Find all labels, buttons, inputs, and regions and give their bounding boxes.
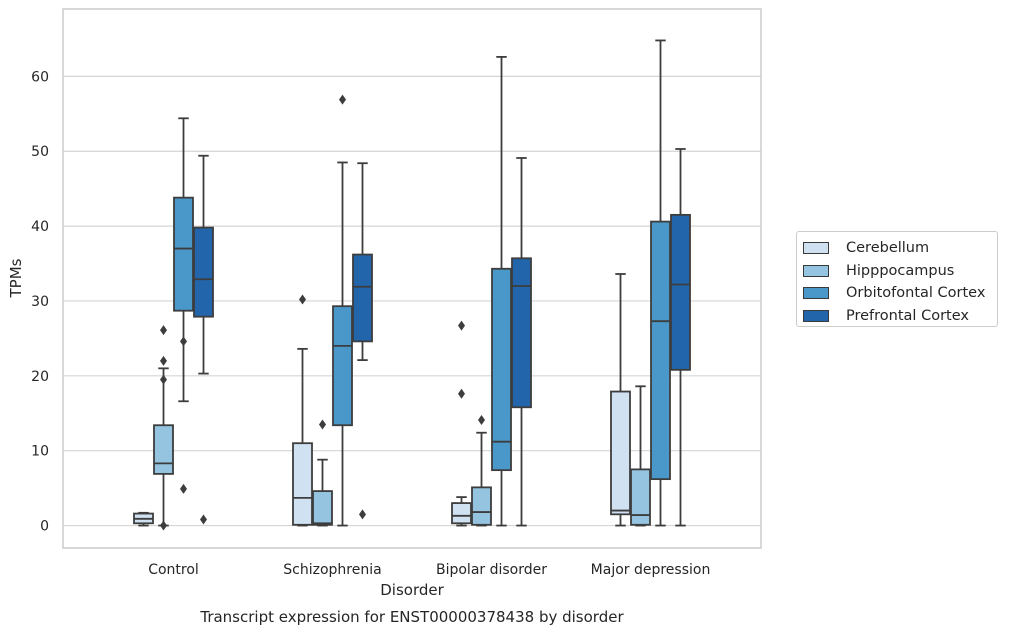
y-tick-label: 30 <box>31 294 49 310</box>
outlier-point <box>160 355 167 366</box>
legend-swatch-prefrontal-cortex <box>803 309 829 322</box>
legend-label: Orbitofontal Cortex <box>846 285 986 302</box>
iqr-box <box>332 305 353 427</box>
outlier-point <box>299 294 306 305</box>
outlier-point <box>478 414 485 425</box>
y-tick-labels: 0 10 20 30 40 50 60 <box>31 69 49 534</box>
iqr-box <box>173 196 194 312</box>
box-orbitofontal-cortex-1 <box>332 94 353 527</box>
legend-swatch-orbitofrontal-cortex <box>803 287 829 300</box>
x-tick-label: Control <box>148 562 199 578</box>
y-tick-label: 40 <box>31 219 49 235</box>
box-hipppocampus-2 <box>471 414 492 527</box>
outlier-point <box>458 320 465 331</box>
box-orbitofontal-cortex-3 <box>650 39 671 527</box>
iqr-box <box>352 253 373 343</box>
iqr-box <box>153 424 174 475</box>
legend-item-prefrontal-cortex: Prefrontal Cortex <box>803 305 997 328</box>
outlier-point <box>339 94 346 105</box>
y-tick-label: 0 <box>40 519 49 535</box>
x-tick-label: Schizophrenia <box>283 562 381 578</box>
legend-swatch-hippocampus <box>803 264 829 277</box>
box-hipppocampus-3 <box>630 385 651 527</box>
y-tick-label: 60 <box>31 69 49 85</box>
box-prefrontal-cortex-3 <box>670 148 691 527</box>
x-tick-labels: Control Schizophrenia Bipolar disorder Majo… <box>148 562 710 578</box>
iqr-box <box>451 502 472 525</box>
x-axis-label: Disorder <box>380 581 444 599</box>
box-hipppocampus-1 <box>312 419 333 527</box>
x-tick-label: Bipolar disorder <box>436 562 547 578</box>
legend-label: Hipppocampus <box>846 262 955 279</box>
box-hipppocampus-0 <box>153 325 174 531</box>
box-orbitofontal-cortex-2 <box>491 56 512 527</box>
box-cerebellum-1 <box>292 294 313 527</box>
outlier-point <box>359 509 366 520</box>
iqr-box <box>630 468 651 526</box>
legend-swatch-cerebellum <box>803 242 829 255</box>
outlier-point <box>180 483 187 494</box>
y-tick-label: 50 <box>31 144 49 160</box>
legend: Cerebellum Hipppocampus Orbitofontal Cor… <box>796 231 998 327</box>
outlier-point <box>160 520 167 531</box>
box-orbitofontal-cortex-0 <box>173 117 194 494</box>
iqr-box <box>650 220 671 481</box>
box-prefrontal-cortex-1 <box>352 162 373 520</box>
iqr-box <box>193 226 214 318</box>
outlier-point <box>160 374 167 385</box>
outlier-point <box>200 514 207 525</box>
outlier-point <box>180 336 187 347</box>
chart-title: Transcript expression for ENST0000037843… <box>199 608 624 626</box>
iqr-box <box>610 390 631 516</box>
iqr-box <box>471 486 492 526</box>
outlier-point <box>160 325 167 336</box>
legend-item-cerebellum: Cerebellum <box>803 237 997 260</box>
outlier-point <box>458 388 465 399</box>
iqr-box <box>292 442 313 526</box>
box-cerebellum-0 <box>133 511 154 527</box>
iqr-box <box>670 213 691 371</box>
y-tick-label: 20 <box>31 369 49 385</box>
box-cerebellum-3 <box>610 273 631 527</box>
legend-item-hippocampus: Hipppocampus <box>803 260 997 283</box>
boxes-layer <box>133 39 691 531</box>
legend-item-orbitofrontal-cortex: Orbitofontal Cortex <box>803 282 997 305</box>
x-tick-label: Major depression <box>591 562 711 578</box>
box-prefrontal-cortex-0 <box>193 154 214 525</box>
y-axis-label: TPMs <box>7 258 25 298</box>
legend-label: Cerebellum <box>846 240 930 257</box>
box-cerebellum-2 <box>451 320 472 527</box>
iqr-box <box>312 490 333 526</box>
box-prefrontal-cortex-2 <box>511 157 532 527</box>
iqr-box <box>511 257 532 409</box>
outlier-point <box>319 419 326 430</box>
y-tick-label: 10 <box>31 444 49 460</box>
legend-label: Prefrontal Cortex <box>846 307 969 324</box>
plot-area-frame <box>62 8 762 549</box>
iqr-box <box>491 267 512 472</box>
